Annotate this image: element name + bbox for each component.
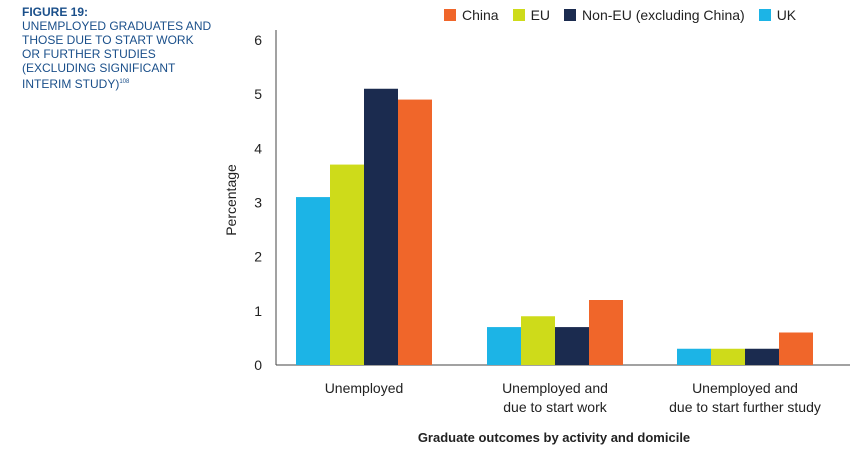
- bar: [296, 197, 330, 365]
- chart-legend: China EU Non-EU (excluding China) UK: [444, 5, 810, 25]
- bar: [589, 300, 623, 365]
- figure-title: UNEMPLOYED GRADUATES AND THOSE DUE TO ST…: [22, 19, 212, 91]
- bar: [398, 99, 432, 365]
- y-tick-label: 0: [254, 357, 262, 373]
- figure-label: FIGURE 19:: [22, 5, 89, 19]
- legend-swatch: [564, 9, 577, 21]
- category-label: due to start work: [503, 399, 607, 415]
- figure-footnote: 108: [119, 79, 130, 85]
- bar: [364, 88, 398, 365]
- legend-swatch: [444, 9, 456, 21]
- category-label: Unemployed and: [502, 380, 608, 396]
- bar: [779, 332, 813, 365]
- y-tick-label: 4: [254, 140, 262, 156]
- y-ticks: 0 1 2 3 4 5 6: [254, 32, 262, 373]
- legend-label: Non-EU (excluding China): [582, 7, 745, 23]
- legend-item: UK: [758, 7, 797, 23]
- figure-title-text: UNEMPLOYED GRADUATES AND THOSE DUE TO ST…: [22, 19, 212, 91]
- category-label: Unemployed: [325, 380, 404, 396]
- legend-label: UK: [776, 7, 797, 23]
- category-label: due to start further study: [669, 399, 821, 415]
- bar: [745, 348, 779, 365]
- legend-swatch: [512, 9, 525, 21]
- bars: [296, 88, 813, 365]
- bar: [330, 164, 364, 365]
- y-tick-label: 3: [254, 195, 262, 211]
- legend-item: China: [444, 7, 499, 23]
- y-tick-label: 6: [254, 32, 262, 48]
- x-axis-title: Graduate outcomes by activity and domici…: [418, 430, 690, 445]
- bar: [555, 327, 589, 365]
- y-axis-title: Percentage: [223, 164, 239, 236]
- figure-caption: FIGURE 19: UNEMPLOYED GRADUATES AND THOS…: [22, 5, 212, 91]
- legend-item: Non-EU (excluding China): [564, 7, 745, 23]
- legend-label: China: [462, 7, 499, 23]
- bar: [521, 316, 555, 365]
- category-labels: Unemployed Unemployed and due to start wor…: [325, 380, 821, 415]
- legend-label: EU: [530, 7, 551, 23]
- category-label: Unemployed and: [692, 380, 798, 396]
- y-tick-label: 2: [254, 249, 262, 265]
- legend-swatch: [758, 9, 771, 21]
- y-tick-label: 5: [254, 86, 262, 102]
- bar: [487, 327, 521, 365]
- y-tick-label: 1: [254, 303, 262, 319]
- bar: [677, 348, 711, 365]
- bar: [711, 348, 745, 365]
- legend-item: EU: [512, 7, 551, 23]
